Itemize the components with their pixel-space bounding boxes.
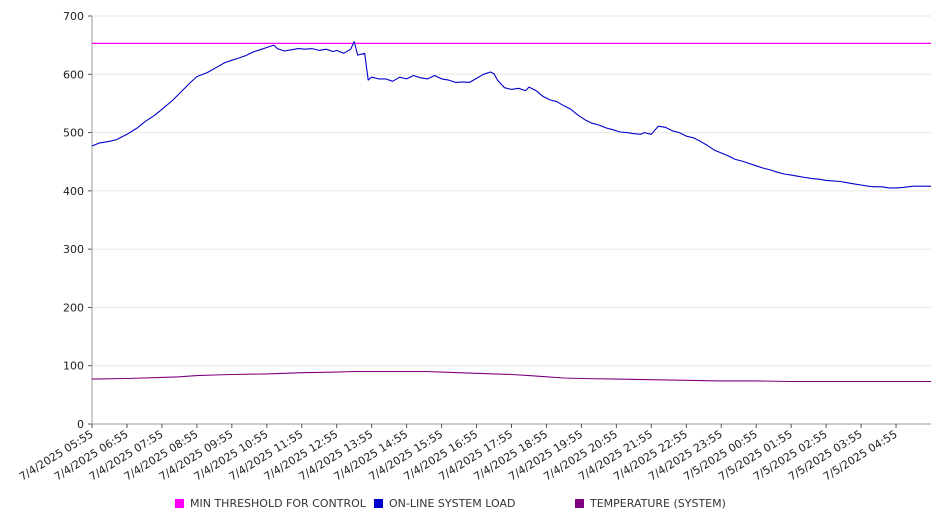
y-tick-label: 100 [63, 360, 84, 373]
legend-label: TEMPERATURE (SYSTEM) [590, 497, 726, 510]
y-axis: 0 100 200 300 400 500 600 700 [63, 10, 93, 431]
series-line-2 [91, 41, 931, 189]
y-tick-label: 600 [63, 68, 84, 81]
legend-swatch [374, 499, 383, 508]
y-tick-label: 300 [63, 243, 84, 256]
chart-legend: MIN THRESHOLD FOR CONTROL ON-LINE SYSTEM … [0, 497, 946, 515]
series-line-3 [91, 370, 931, 383]
legend-item: ON-LINE SYSTEM LOAD [374, 497, 515, 510]
y-tick-label: 400 [63, 185, 84, 198]
legend-label: MIN THRESHOLD FOR CONTROL [190, 497, 366, 510]
y-tick-label: 700 [63, 10, 84, 23]
gridlines [92, 15, 931, 425]
legend-swatch [175, 499, 184, 508]
legend-label: ON-LINE SYSTEM LOAD [389, 497, 516, 510]
x-axis: 7/4/2025 05:557/4/2025 06:557/4/2025 07:… [17, 423, 931, 483]
legend-item: TEMPERATURE (SYSTEM) [575, 497, 726, 510]
legend-item: MIN THRESHOLD FOR CONTROL [175, 497, 366, 510]
legend-swatch [575, 499, 584, 508]
y-tick-label: 0 [77, 418, 84, 431]
y-tick-label: 500 [63, 127, 84, 140]
series-lines [91, 41, 931, 383]
y-tick-label: 200 [63, 301, 84, 314]
